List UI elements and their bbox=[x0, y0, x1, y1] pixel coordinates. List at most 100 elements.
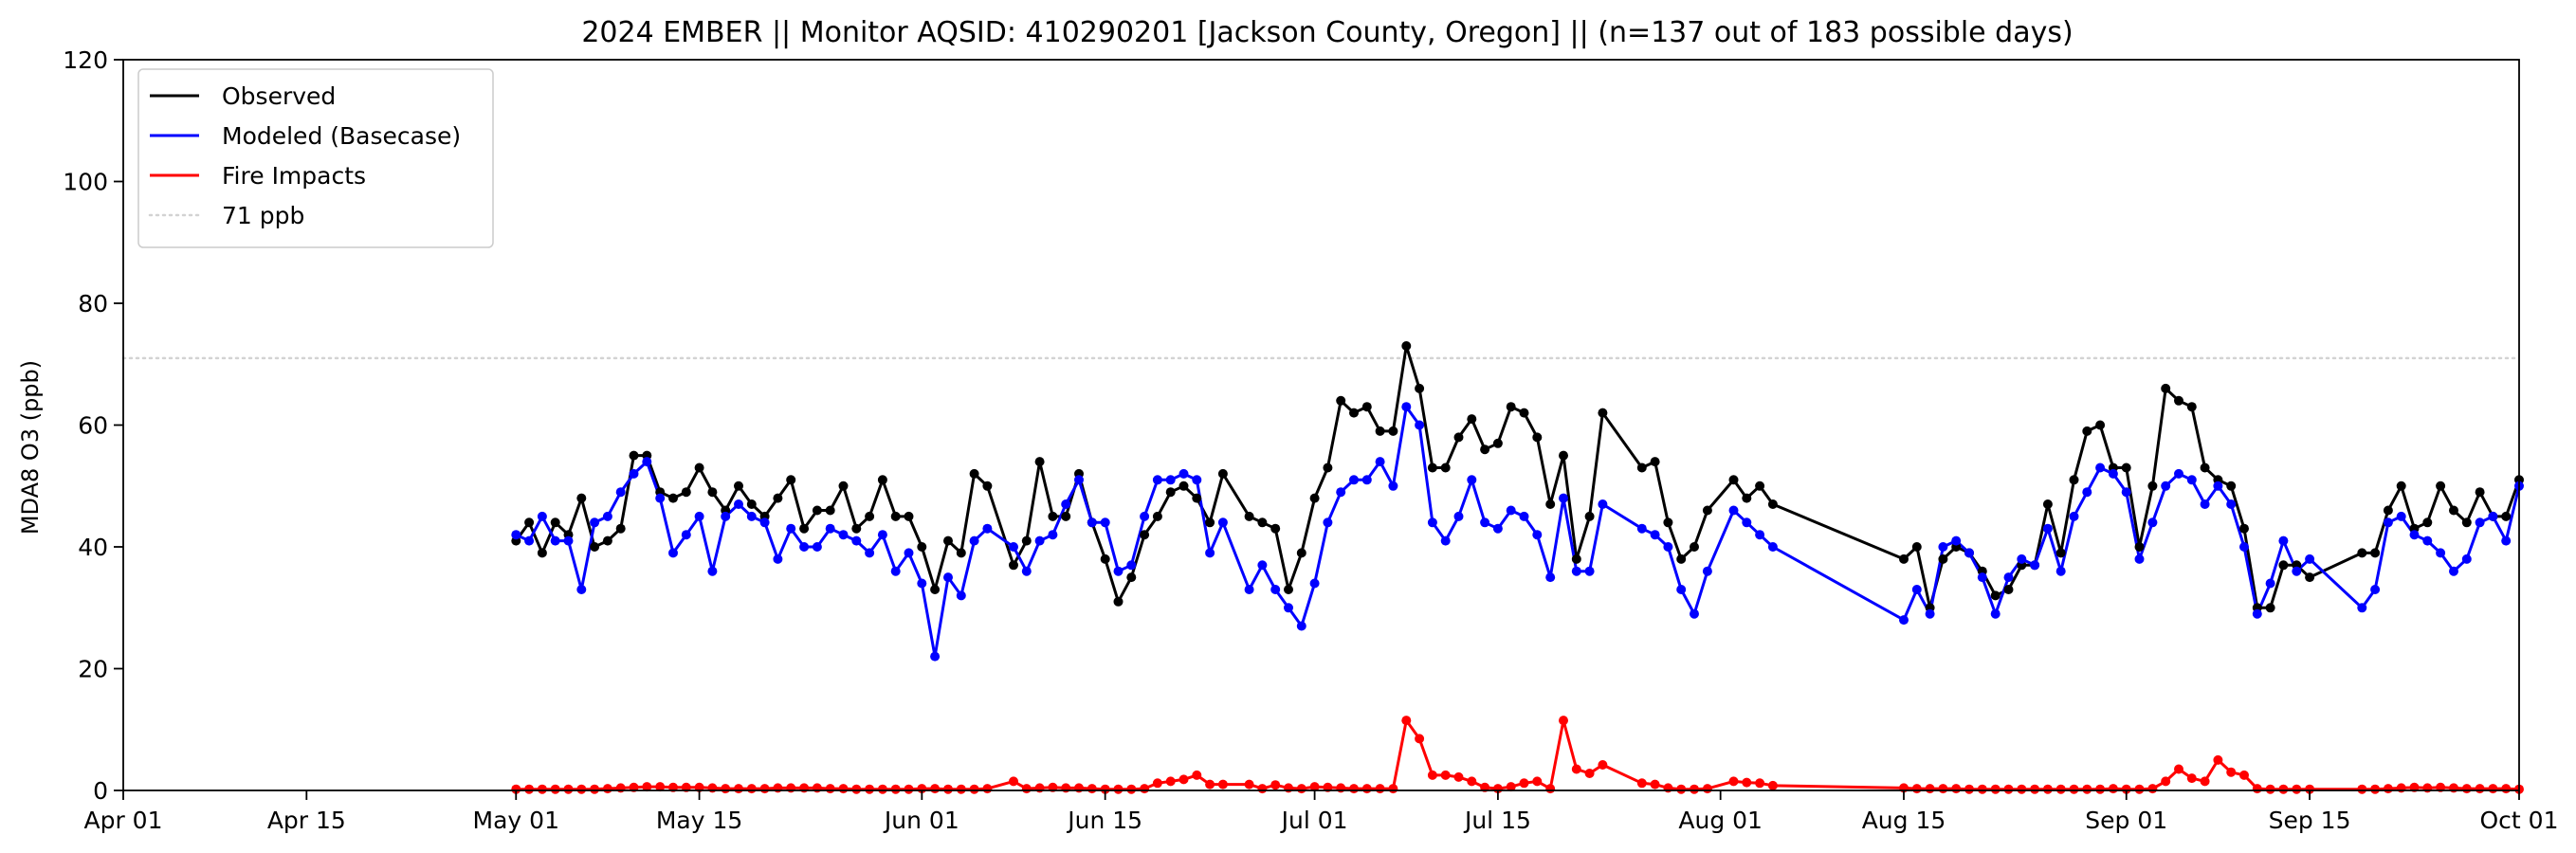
data-point-2-132 bbox=[2461, 784, 2472, 794]
data-point-0-103 bbox=[2042, 499, 2053, 509]
data-point-2-44 bbox=[1100, 784, 1110, 794]
data-point-2-3 bbox=[550, 784, 560, 794]
data-point-1-97 bbox=[1964, 548, 1974, 558]
data-point-1-26 bbox=[851, 535, 862, 546]
data-point-2-26 bbox=[851, 784, 862, 794]
data-point-1-55 bbox=[1257, 560, 1268, 571]
data-point-2-49 bbox=[1165, 776, 1176, 787]
data-point-2-74 bbox=[1506, 782, 1516, 792]
data-point-1-128 bbox=[2409, 530, 2420, 540]
data-point-0-78 bbox=[1559, 450, 1568, 461]
data-point-1-60 bbox=[1323, 517, 1333, 528]
data-point-2-98 bbox=[1977, 784, 1987, 794]
data-point-1-40 bbox=[1048, 530, 1058, 540]
data-point-2-58 bbox=[1296, 784, 1306, 794]
data-point-1-107 bbox=[2095, 463, 2106, 473]
data-point-1-18 bbox=[746, 511, 757, 521]
data-point-0-45 bbox=[1113, 596, 1124, 607]
data-point-0-32 bbox=[930, 585, 941, 594]
data-point-2-123 bbox=[2305, 784, 2315, 794]
data-point-1-2 bbox=[537, 511, 547, 521]
data-point-0-66 bbox=[1401, 341, 1412, 351]
data-point-2-16 bbox=[721, 784, 731, 794]
data-point-0-12 bbox=[668, 493, 678, 503]
data-point-1-85 bbox=[1676, 585, 1687, 594]
data-point-2-69 bbox=[1440, 770, 1451, 780]
data-point-1-47 bbox=[1140, 511, 1150, 521]
data-point-0-124 bbox=[2357, 548, 2367, 558]
data-point-2-36 bbox=[982, 784, 993, 794]
data-point-2-127 bbox=[2396, 783, 2406, 793]
data-point-1-121 bbox=[2278, 535, 2289, 546]
data-point-2-65 bbox=[1388, 784, 1398, 794]
legend-label-2: Fire Impacts bbox=[222, 162, 366, 190]
data-point-0-26 bbox=[851, 523, 862, 534]
data-point-2-8 bbox=[615, 783, 626, 793]
data-point-1-114 bbox=[2186, 475, 2197, 485]
y-tick-label-1: 20 bbox=[78, 656, 108, 683]
data-point-2-89 bbox=[1742, 777, 1752, 788]
data-point-1-127 bbox=[2396, 511, 2406, 521]
data-point-0-23 bbox=[812, 505, 822, 516]
data-point-1-104 bbox=[2055, 566, 2066, 576]
data-point-1-15 bbox=[707, 566, 718, 576]
data-point-0-35 bbox=[969, 468, 979, 479]
data-point-0-127 bbox=[2396, 481, 2406, 491]
y-tick-label-0: 0 bbox=[93, 777, 108, 805]
data-point-0-39 bbox=[1034, 457, 1045, 467]
data-point-1-51 bbox=[1192, 475, 1202, 485]
data-point-2-78 bbox=[1559, 716, 1568, 726]
data-point-2-34 bbox=[956, 784, 966, 794]
data-point-0-107 bbox=[2095, 420, 2106, 430]
data-point-0-30 bbox=[904, 511, 914, 521]
data-point-2-107 bbox=[2095, 784, 2106, 794]
data-point-1-64 bbox=[1375, 457, 1385, 467]
data-point-1-11 bbox=[655, 493, 666, 503]
x-tick-label-9: Aug 15 bbox=[1862, 807, 1946, 834]
data-point-0-33 bbox=[943, 535, 953, 546]
x-tick-label-1: Apr 15 bbox=[267, 807, 346, 834]
data-point-2-88 bbox=[1728, 776, 1739, 787]
data-point-0-135 bbox=[2501, 511, 2512, 521]
data-point-1-31 bbox=[917, 578, 927, 589]
data-point-0-111 bbox=[2147, 481, 2158, 491]
data-point-0-72 bbox=[1480, 445, 1490, 455]
data-point-1-27 bbox=[865, 548, 875, 558]
data-point-1-67 bbox=[1415, 420, 1425, 430]
data-point-0-34 bbox=[956, 548, 966, 558]
data-point-2-116 bbox=[2213, 754, 2223, 765]
data-point-2-82 bbox=[1636, 778, 1647, 789]
data-point-2-126 bbox=[2383, 784, 2393, 794]
data-point-1-17 bbox=[734, 499, 743, 509]
data-point-0-57 bbox=[1284, 585, 1293, 594]
data-point-0-2 bbox=[537, 548, 547, 558]
data-point-1-6 bbox=[590, 517, 600, 528]
data-point-2-120 bbox=[2265, 784, 2275, 794]
data-point-1-20 bbox=[773, 554, 783, 564]
data-point-1-125 bbox=[2370, 585, 2381, 594]
data-point-2-84 bbox=[1663, 783, 1673, 793]
data-point-0-64 bbox=[1375, 426, 1385, 436]
data-point-2-50 bbox=[1178, 774, 1189, 785]
data-point-2-22 bbox=[799, 783, 810, 793]
data-point-0-62 bbox=[1349, 408, 1359, 418]
data-point-2-64 bbox=[1375, 784, 1385, 794]
data-point-0-95 bbox=[1938, 554, 1948, 564]
data-point-2-19 bbox=[759, 784, 770, 794]
data-point-0-17 bbox=[734, 481, 743, 491]
data-point-0-48 bbox=[1152, 511, 1162, 521]
data-point-2-30 bbox=[904, 784, 914, 794]
data-point-1-112 bbox=[2161, 481, 2171, 491]
legend-label-0: Observed bbox=[222, 82, 336, 110]
data-point-0-9 bbox=[629, 450, 639, 461]
data-point-1-109 bbox=[2121, 487, 2131, 498]
data-point-0-133 bbox=[2475, 487, 2485, 498]
data-point-2-2 bbox=[537, 784, 547, 794]
data-point-2-28 bbox=[877, 784, 887, 794]
data-point-2-93 bbox=[1911, 784, 1922, 794]
data-point-0-92 bbox=[1899, 554, 1909, 564]
data-point-1-108 bbox=[2108, 468, 2118, 479]
data-point-2-112 bbox=[2161, 776, 2171, 787]
data-point-1-37 bbox=[1009, 542, 1018, 552]
data-point-1-111 bbox=[2147, 517, 2158, 528]
